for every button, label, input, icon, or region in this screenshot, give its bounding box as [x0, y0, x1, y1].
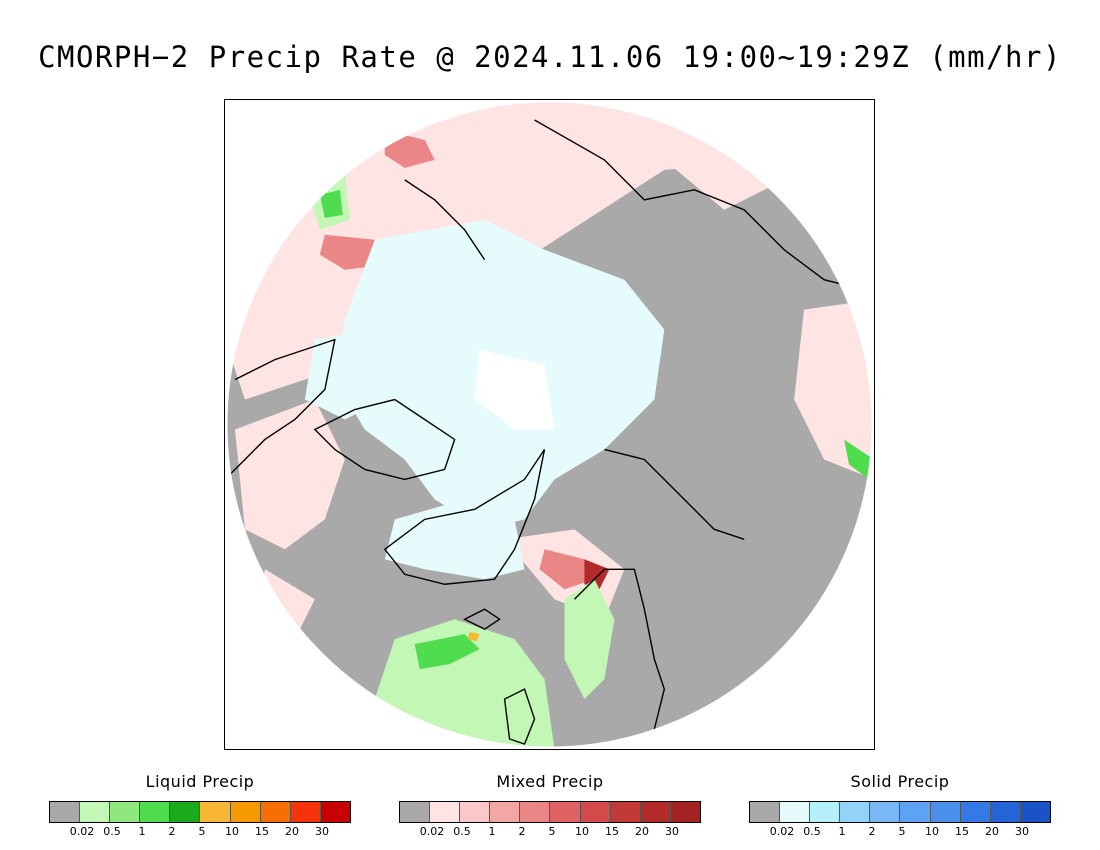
legend-ticks: 0.02 0.5 1 2 5 10 15 20 30 [49, 825, 351, 838]
legend-swatch [610, 802, 641, 822]
legend-swatch [50, 802, 81, 822]
map-disk-edge [226, 101, 873, 748]
legend-ticks: 0.02 0.5 1 2 5 10 15 20 30 [749, 825, 1051, 838]
hudson-mixed-region [234, 399, 345, 550]
scandinavia-rain-region [564, 579, 615, 700]
legend-tick: 10 [575, 825, 589, 838]
british-isles-coastline [503, 688, 536, 745]
legend-swatch [110, 802, 141, 822]
legend-swatch [670, 802, 700, 822]
legend-tick: 5 [198, 825, 206, 838]
legend-swatch [430, 802, 461, 822]
siberia-coastline [534, 119, 865, 291]
iceland-coastline [463, 608, 501, 630]
legend-tick: 20 [285, 825, 299, 838]
legend-swatch [290, 802, 321, 822]
legend-tick: 0.5 [103, 825, 121, 838]
legend-tick: 2 [868, 825, 876, 838]
legend-swatch [140, 802, 171, 822]
legend-tick: 20 [985, 825, 999, 838]
legend-swatch [460, 802, 491, 822]
scandinavia-coastline [573, 568, 666, 730]
legend-liquid: Liquid Precip 0.02 0.5 1 2 5 10 15 20 30 [49, 772, 351, 838]
legend-swatch [810, 802, 841, 822]
legend-tick: 15 [255, 825, 269, 838]
legend-tick: 2 [168, 825, 176, 838]
legend-swatch [400, 802, 431, 822]
legend-swatch [840, 802, 871, 822]
legend-swatch [520, 802, 551, 822]
legend-swatch [960, 802, 991, 822]
legend-tick: 0.5 [453, 825, 471, 838]
liquid-moderate-spot [467, 632, 480, 642]
legend-swatch [170, 802, 201, 822]
legend-tick: 5 [898, 825, 906, 838]
north-pole-white [474, 349, 555, 430]
legend-tick: 30 [315, 825, 329, 838]
legend-swatch [900, 802, 931, 822]
legend-swatch [320, 802, 350, 822]
legend-title: Solid Precip [850, 772, 950, 791]
legend-mixed: Mixed Precip 0.02 0.5 1 2 5 10 15 20 30 [399, 772, 701, 838]
legend-tick: 10 [225, 825, 239, 838]
legend-tick: 15 [955, 825, 969, 838]
legend-tick: 2 [518, 825, 526, 838]
legend-swatch [930, 802, 961, 822]
coastlines [226, 119, 865, 745]
kara-sea-coastline [604, 448, 745, 540]
legend-tick: 15 [605, 825, 619, 838]
legend-swatch [200, 802, 231, 822]
legend-tick: 1 [838, 825, 846, 838]
legend-title: Mixed Precip [496, 772, 604, 791]
legend-tick: 0.02 [419, 825, 445, 838]
legend-swatch [750, 802, 781, 822]
legend-swatch [230, 802, 261, 822]
legend-ticks: 0.02 0.5 1 2 5 10 15 20 30 [399, 825, 701, 838]
legend-swatch [1020, 802, 1050, 822]
legend-tick: 5 [548, 825, 556, 838]
canadian-archipelago-snow-region [304, 329, 385, 420]
legend-bar [399, 801, 701, 823]
legend-swatch [260, 802, 291, 822]
legend-swatch [640, 802, 671, 822]
greenland-coastline [383, 449, 546, 585]
legend-tick: 30 [665, 825, 679, 838]
alaska-border [404, 179, 486, 261]
page-title: CMORPH−2 Precip Rate @ 2024.11.06 19:00~… [38, 40, 1062, 74]
legend-swatch [490, 802, 521, 822]
legend-title: Liquid Precip [145, 772, 255, 791]
liquid-heavy-layer [319, 189, 873, 670]
legend-tick: 0.02 [69, 825, 95, 838]
legend-tick: 30 [1015, 825, 1029, 838]
map-frame [224, 99, 875, 750]
legend-swatch [80, 802, 111, 822]
legend-tick: 0.5 [803, 825, 821, 838]
legend-tick: 0.02 [769, 825, 795, 838]
legend-tick: 20 [635, 825, 649, 838]
legend-tick: 1 [488, 825, 496, 838]
legend-tick: 10 [925, 825, 939, 838]
north-america-coastline [226, 338, 336, 480]
legend-swatch [990, 802, 1021, 822]
polar-map [225, 100, 874, 749]
legend-swatch [780, 802, 811, 822]
legend-swatch [580, 802, 611, 822]
legend-swatch [550, 802, 581, 822]
siberia-mixed-region [794, 299, 873, 480]
legend-bar [49, 801, 351, 823]
legend-bar [749, 801, 1051, 823]
legend-solid: Solid Precip 0.02 0.5 1 2 5 10 15 20 30 [749, 772, 1051, 838]
greenland-snow-region [384, 499, 525, 580]
legend-tick: 1 [138, 825, 146, 838]
legend-swatch [870, 802, 901, 822]
canadian-archipelago-coastline [313, 398, 456, 481]
